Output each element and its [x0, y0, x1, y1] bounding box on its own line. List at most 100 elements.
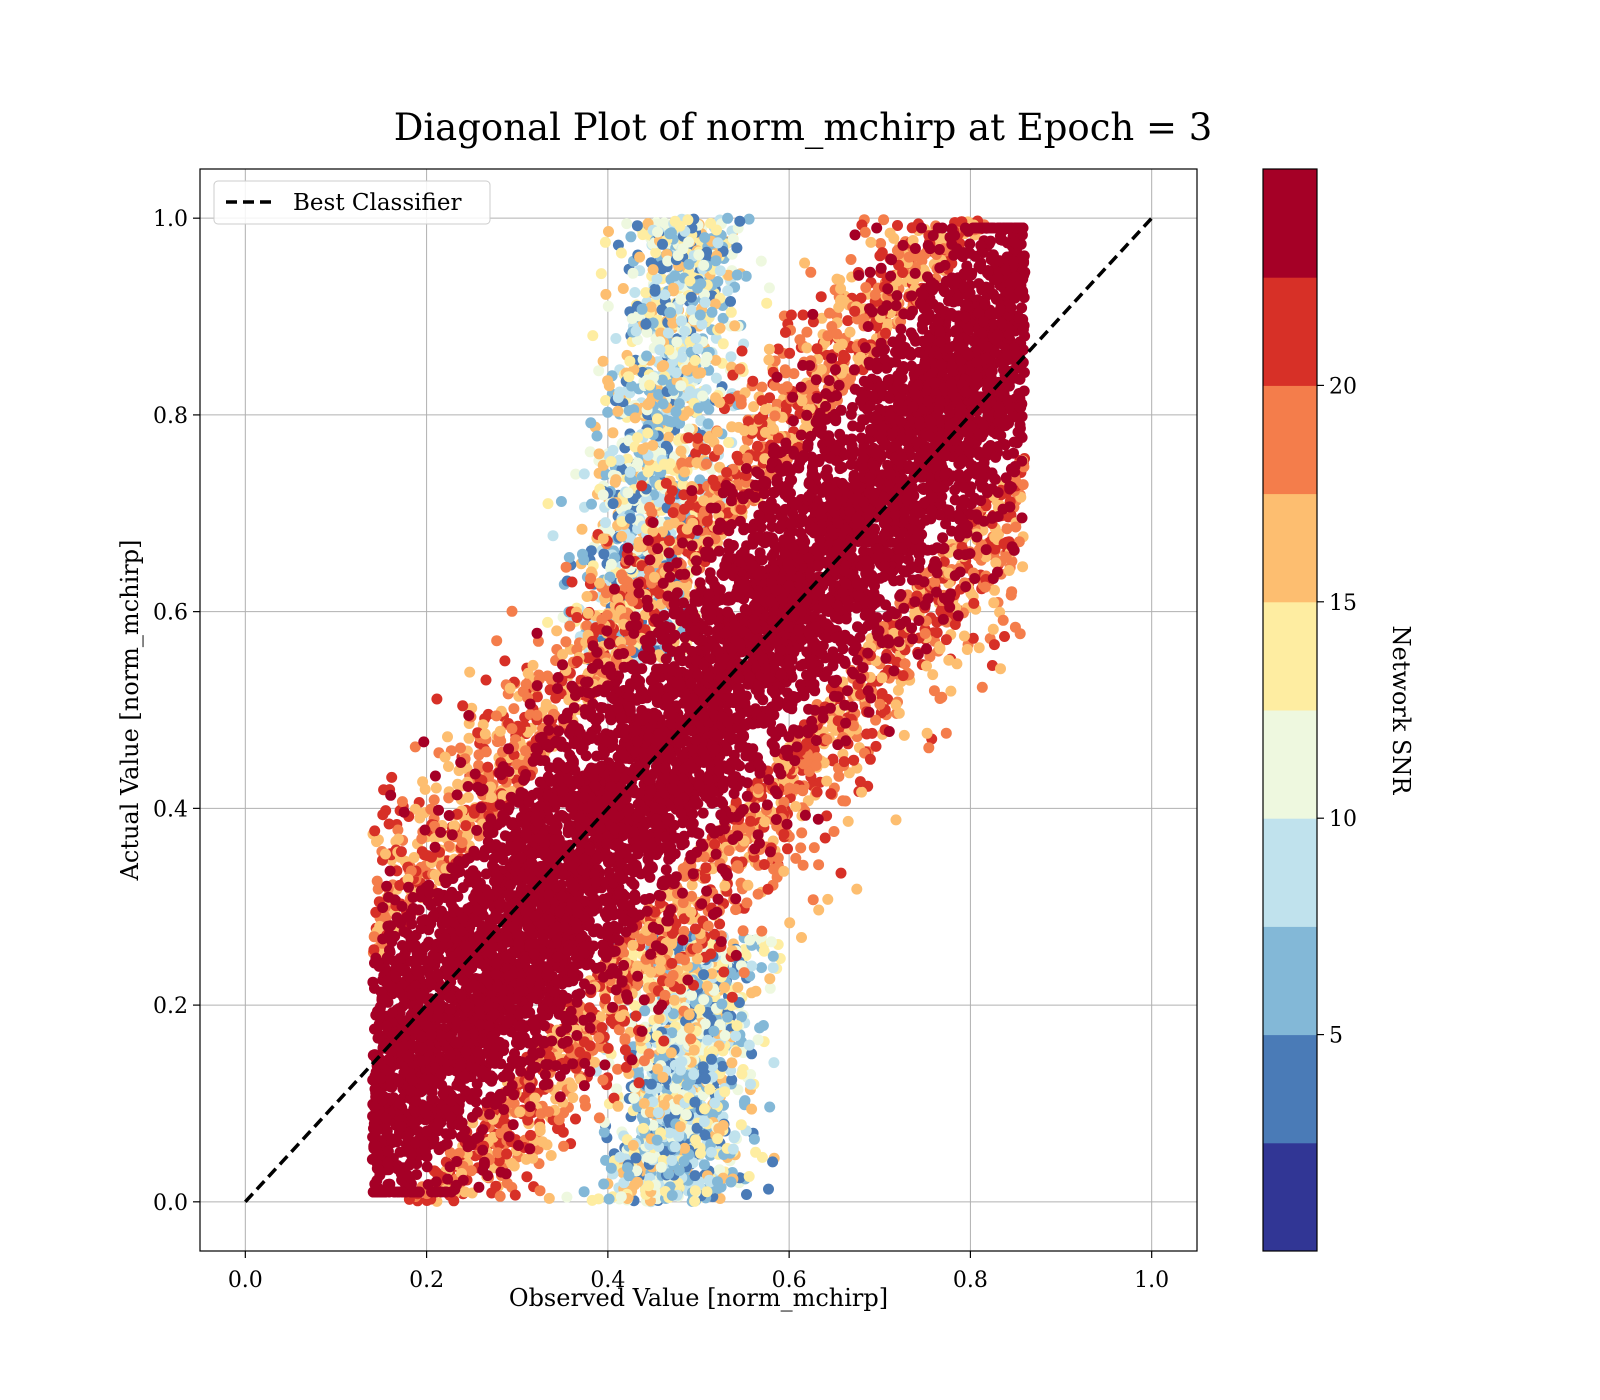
- scatter-point: [666, 1189, 678, 1201]
- scatter-point: [756, 925, 768, 937]
- scatter-point: [675, 380, 687, 392]
- scatter-point: [685, 291, 697, 303]
- scatter-point: [599, 236, 611, 248]
- scatter-point: [943, 654, 955, 666]
- scatter-point: [560, 636, 572, 648]
- scatter-point: [961, 644, 973, 655]
- scatter-point: [1014, 628, 1026, 640]
- scatter-point: [730, 1046, 742, 1058]
- scatter-point: [690, 1134, 701, 1146]
- scatter-point: [743, 1039, 755, 1051]
- scatter-point: [689, 1185, 701, 1197]
- scatter-point: [767, 962, 779, 974]
- scatter-point: [699, 232, 711, 244]
- scatter-point: [666, 1155, 678, 1166]
- scatter-point: [725, 1176, 737, 1188]
- scatter-point: [605, 1162, 617, 1174]
- scatter-point: [821, 734, 833, 746]
- scatter-point: [758, 859, 770, 870]
- scatter-point: [745, 1078, 756, 1090]
- scatter-point: [1017, 479, 1029, 491]
- scatter-point: [719, 1086, 731, 1098]
- scatter-point: [428, 794, 440, 806]
- scatter-point: [603, 1193, 615, 1205]
- scatter-point: [605, 456, 617, 467]
- scatter-point: [610, 474, 622, 486]
- scatter-point: [693, 402, 704, 414]
- scatter-point: [851, 883, 863, 895]
- scatter-point: [861, 728, 873, 740]
- scatter-point: [684, 386, 696, 397]
- scatter-point: [464, 666, 476, 678]
- scatter-point: [706, 1053, 717, 1065]
- scatter-point: [603, 226, 614, 237]
- scatter-point: [864, 753, 876, 765]
- scatter-point: [598, 1126, 610, 1138]
- scatter-point: [386, 771, 398, 783]
- scatter-point: [808, 842, 820, 854]
- scatter-point: [880, 327, 891, 339]
- scatter-point: [704, 1083, 716, 1095]
- scatter-point: [689, 1195, 701, 1207]
- scatter-point: [551, 625, 563, 637]
- scatter-point: [725, 306, 737, 318]
- scatter-point: [725, 296, 736, 307]
- scatter-point: [711, 426, 723, 438]
- scatter-point: [743, 1171, 755, 1182]
- scatter-point: [578, 1186, 590, 1198]
- scatter-point: [607, 427, 619, 439]
- scatter-point: [640, 287, 652, 299]
- scatter-point: [616, 530, 628, 542]
- scatter-point: [462, 791, 474, 803]
- scatter-point: [657, 238, 668, 250]
- scatter-point: [699, 1073, 711, 1085]
- scatter-point: [431, 693, 443, 705]
- scatter-point: [645, 966, 657, 978]
- scatter-point: [686, 989, 698, 1001]
- scatter-point: [799, 257, 811, 269]
- scatter-point: [658, 360, 670, 371]
- scatter-point: [694, 1003, 706, 1015]
- scatter-point: [769, 410, 781, 422]
- scatter-point: [669, 270, 681, 282]
- scatter-point: [691, 457, 703, 469]
- scatter-point: [480, 674, 492, 686]
- scatter-point: [696, 318, 708, 330]
- scatter-point: [624, 466, 636, 478]
- scatter-point: [899, 658, 911, 670]
- scatter-point: [666, 957, 678, 969]
- scatter-point: [555, 496, 567, 507]
- scatter-point: [679, 1142, 691, 1154]
- scatter-point: [796, 827, 808, 839]
- scatter-point: [675, 983, 686, 995]
- scatter-point: [748, 1133, 760, 1145]
- scatter-point: [482, 761, 494, 773]
- scatter-point: [796, 932, 807, 943]
- scatter-point: [681, 364, 693, 376]
- scatter-point: [627, 267, 639, 279]
- scatter-point: [629, 412, 641, 424]
- scatter-point: [1003, 565, 1015, 576]
- scatter-point: [576, 523, 588, 535]
- scatter-point: [765, 936, 777, 948]
- scatter-point: [729, 1130, 741, 1142]
- scatter-point: [570, 1113, 581, 1125]
- scatter-point: [638, 1097, 650, 1109]
- scatter-point: [506, 1157, 517, 1169]
- scatter-point: [622, 487, 634, 499]
- scatter-point: [647, 439, 659, 451]
- scatter-point: [460, 820, 472, 832]
- scatter-point: [657, 398, 669, 410]
- scatter-point: [730, 1030, 742, 1042]
- scatter-point: [645, 1078, 657, 1090]
- scatter-point: [636, 480, 648, 492]
- scatter-point: [644, 379, 656, 391]
- scatter-point: [697, 390, 709, 402]
- scatter-point: [610, 333, 622, 344]
- scatter-point: [670, 367, 682, 379]
- scatter-point: [680, 1109, 692, 1121]
- scatter-point: [561, 1191, 573, 1203]
- scatter-point: [736, 345, 748, 357]
- scatter-point: [731, 242, 743, 254]
- scatter-point: [448, 820, 460, 832]
